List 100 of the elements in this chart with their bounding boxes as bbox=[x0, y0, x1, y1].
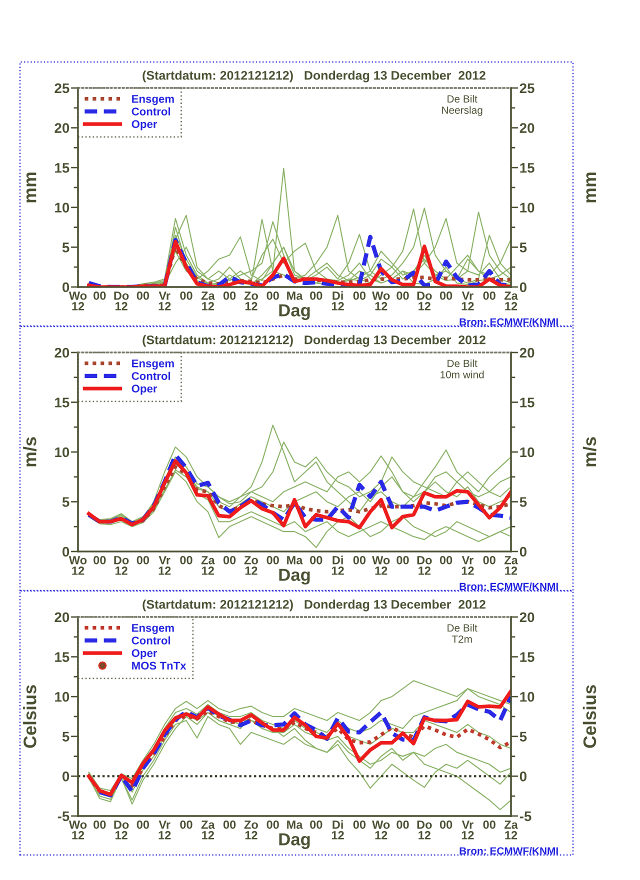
y-axis-title: mm bbox=[26, 172, 36, 202]
x-tick-label: Wo 12 bbox=[372, 820, 390, 840]
y-tick-label: 25 bbox=[54, 83, 70, 94]
x-tick-label: Di 12 bbox=[332, 820, 344, 840]
x-tick-label: 00 bbox=[483, 291, 496, 300]
y2-tick-label: 20 bbox=[520, 123, 534, 133]
x-tick-label: Za 12 bbox=[201, 556, 215, 575]
x-tick-label: Di 12 bbox=[332, 291, 344, 310]
y2-tick-label: 0 bbox=[520, 546, 526, 557]
x-tick-label: 00 bbox=[310, 291, 322, 300]
y2-tick-label: 10 bbox=[520, 692, 534, 702]
x-tick-label: 00 bbox=[310, 556, 322, 564]
y-tick-label: 10 bbox=[55, 447, 70, 458]
y2-tick-label: 5 bbox=[520, 497, 527, 507]
y2-tick-label: 10 bbox=[520, 447, 534, 458]
x-tick-label: 00 bbox=[310, 820, 322, 829]
annotation: De Bilt 10m wind bbox=[440, 359, 484, 378]
x-tick-label: 00 bbox=[483, 820, 496, 829]
x-tick-label: Wo 12 bbox=[68, 556, 87, 575]
text: Bron: ECMWF/KNMI bbox=[460, 582, 558, 590]
x-tick-label: 00 bbox=[353, 291, 366, 300]
x-tick-label: 00 bbox=[94, 820, 106, 829]
x-tick-label: Za 12 bbox=[504, 820, 518, 840]
y-tick-label: 15 bbox=[55, 398, 70, 408]
x-tick-label: Do 12 bbox=[417, 556, 432, 575]
x-axis-title: Dag bbox=[279, 833, 310, 849]
y-tick-label: 0 bbox=[62, 546, 70, 557]
x-axis-title: Dag bbox=[279, 568, 310, 584]
x-tick-label: Wo 12 bbox=[372, 292, 390, 310]
y-tick-label: 20 bbox=[54, 348, 70, 358]
x-tick-label: 00 bbox=[266, 556, 279, 564]
x-tick-label: 00 bbox=[440, 820, 452, 829]
y-axis-title: Celsius bbox=[23, 685, 36, 748]
text: Bron: ECMWF/KNMI bbox=[460, 846, 558, 855]
annotation: De Bilt T2m bbox=[448, 624, 478, 643]
legend-label: Ensgem bbox=[132, 624, 174, 634]
x-tick-label: 00 bbox=[223, 556, 236, 564]
x-tick-label: Vr 12 bbox=[158, 820, 171, 840]
x-tick-label: Do 12 bbox=[417, 292, 432, 310]
x-tick-label: Vr 12 bbox=[462, 292, 474, 310]
x-tick-label: 00 bbox=[483, 556, 496, 564]
x-tick-label: Zo 12 bbox=[244, 820, 258, 840]
y-tick-label: 0 bbox=[62, 772, 70, 782]
y-tick-label: 5 bbox=[62, 732, 70, 742]
x-tick-label: Wo 12 bbox=[372, 556, 390, 575]
chart-title: (Startdatum: 2012121212) Donderdag 13 December 2012 bbox=[142, 70, 486, 82]
x-tick-label: 00 bbox=[180, 820, 192, 829]
annotation: De Bilt Neerslag bbox=[442, 94, 482, 116]
x-tick-label: Za 12 bbox=[201, 292, 215, 310]
x-tick-label: Zo 12 bbox=[244, 556, 258, 575]
chart-title: (Startdatum: 2012121212) Donderdag 13 December 2012 bbox=[142, 600, 486, 612]
chart-title: (Startdatum: 2012121212) Donderdag 13 December 2012 bbox=[142, 335, 486, 347]
x-tick-label: Wo 12 bbox=[68, 820, 87, 840]
x-tick-label: 00 bbox=[266, 291, 279, 300]
x-tick-label: 00 bbox=[136, 820, 150, 829]
y2-tick-label: 20 bbox=[520, 612, 534, 622]
legend-label: Ensgem bbox=[132, 95, 174, 106]
x-tick-label: Vr 12 bbox=[158, 556, 171, 575]
x-tick-label: Ma bbox=[287, 292, 303, 300]
x-tick-label: 00 bbox=[266, 820, 279, 829]
y2-tick-label: 25 bbox=[520, 83, 534, 94]
x-tick-label: 00 bbox=[136, 556, 150, 564]
x-tick-label: Ma bbox=[287, 556, 303, 564]
x-tick-label: 00 bbox=[94, 291, 106, 300]
x-tick-label: 00 bbox=[223, 291, 236, 300]
x-tick-label: 00 bbox=[180, 556, 192, 564]
x-tick-label: Wo 12 bbox=[68, 292, 87, 310]
x-tick-label: Ma bbox=[287, 820, 303, 829]
x-tick-label: Za 12 bbox=[201, 820, 215, 840]
legend-label: Control bbox=[132, 372, 170, 380]
legend-label: Oper bbox=[132, 384, 158, 395]
y-axis-title: m/s bbox=[23, 437, 37, 466]
x-tick-label: Vr 12 bbox=[462, 820, 474, 840]
y2-axis-title: m/s bbox=[582, 437, 596, 466]
y2-tick-label: -5 bbox=[520, 811, 532, 822]
y2-tick-label: 15 bbox=[520, 163, 534, 173]
x-tick-label: Do 12 bbox=[114, 292, 129, 310]
y-tick-label: 15 bbox=[55, 163, 70, 173]
y-tick-label: 20 bbox=[54, 612, 70, 622]
x-tick-label: 00 bbox=[136, 291, 150, 300]
x-tick-label: 00 bbox=[440, 556, 452, 564]
y-tick-label: 15 bbox=[55, 652, 70, 662]
x-tick-label: 00 bbox=[353, 820, 366, 829]
y-tick-label: 5 bbox=[62, 242, 70, 252]
y-tick-label: 5 bbox=[62, 497, 70, 507]
x-tick-label: Za 12 bbox=[504, 292, 518, 310]
x-axis-title: Dag bbox=[279, 304, 310, 320]
x-tick-label: Vr 12 bbox=[462, 556, 474, 575]
y2-tick-label: 5 bbox=[520, 242, 527, 252]
x-tick-label: 00 bbox=[396, 291, 409, 300]
x-tick-label: Di 12 bbox=[332, 556, 344, 575]
y-tick-label: 10 bbox=[55, 692, 70, 702]
y2-tick-label: 15 bbox=[520, 398, 534, 408]
x-tick-label: Zo 12 bbox=[244, 292, 258, 310]
y2-tick-label: 10 bbox=[520, 202, 534, 213]
x-tick-label: 00 bbox=[180, 291, 192, 300]
legend-label: Oper bbox=[132, 649, 158, 660]
y2-tick-label: 20 bbox=[520, 348, 534, 358]
legend-label: Ensgem bbox=[132, 360, 174, 370]
x-tick-label: 00 bbox=[440, 291, 452, 300]
